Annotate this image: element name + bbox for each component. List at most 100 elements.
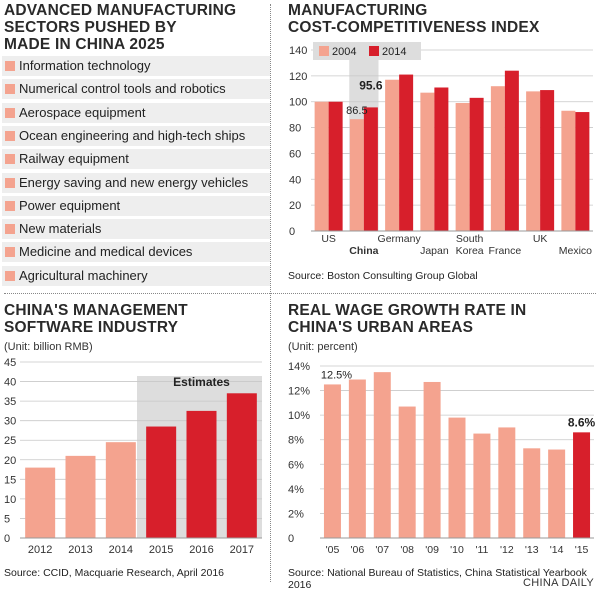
sector-label: New materials [19, 221, 102, 237]
x-tick-label: '06 [351, 544, 365, 556]
wage-title: REAL WAGE GROWTH RATE IN CHINA'S URBAN A… [288, 302, 526, 336]
bar [423, 381, 441, 538]
bar-2014 [469, 97, 484, 231]
sector-item: Energy saving and new energy vehicles [2, 172, 270, 193]
x-tick-label: '08 [400, 544, 414, 556]
bar-2014 [540, 90, 555, 231]
sectors-title-line1: ADVANCED MANUFACTURING [4, 2, 237, 19]
y-tick-label: 35 [4, 396, 16, 408]
x-tick-label: 2013 [68, 544, 92, 556]
bar-2004 [314, 101, 329, 231]
estimates-label: Estimates [173, 375, 230, 389]
x-tick-label: Mexico [559, 245, 592, 257]
y-tick-label: 40 [4, 377, 16, 389]
bar-2014 [328, 101, 343, 231]
wage-title-line2: CHINA'S URBAN AREAS [288, 319, 474, 336]
x-tick-label: '13 [525, 544, 539, 556]
software-source: Source: CCID, Macquarie Research, April … [4, 567, 225, 579]
bullet-square-icon [5, 247, 15, 258]
y-tick-label: 10% [288, 410, 310, 422]
y-tick-label: 100 [289, 97, 307, 109]
x-tick-label: Japan [420, 245, 449, 257]
software-chart: 0 5 10 15 20 25 30 35 40 45 Estimates 2012 2013 2014 2… [4, 357, 262, 556]
data-label: 86.5 [346, 105, 367, 117]
wage-source: Source: National Bureau of Statistics, C… [288, 567, 587, 591]
y-tick-label: 40 [289, 174, 301, 186]
sector-label: Medicine and medical devices [19, 244, 193, 260]
x-tick-label: '07 [375, 544, 389, 556]
bullet-square-icon [5, 200, 15, 211]
bar [498, 427, 516, 538]
cost-index-title-line2: COST-COMPETITIVENESS INDEX [288, 19, 540, 36]
sector-label: Railway equipment [19, 151, 129, 167]
bar-2014 [434, 87, 449, 231]
bar [348, 379, 366, 538]
cost-index-title: MANUFACTURING COST-COMPETITIVENESS INDEX [288, 2, 540, 36]
sector-item: New materials [2, 219, 270, 240]
software-unit: (Unit: billion RMB) [4, 341, 93, 353]
sector-label: Agricultural machinery [19, 267, 148, 283]
sector-item: Agricultural machinery [2, 265, 270, 286]
wage-title-line1: REAL WAGE GROWTH RATE IN [288, 302, 527, 319]
y-tick-label: 2% [288, 508, 304, 520]
data-label: 95.6 [359, 78, 383, 92]
sector-label: Ocean engineering and high-tech ships [19, 127, 246, 143]
cost-index-title-line1: MANUFACTURING [288, 2, 428, 19]
software-title-line2: SOFTWARE INDUSTRY [4, 319, 179, 336]
legend-box [313, 42, 421, 60]
legend-label: 2004 [332, 46, 356, 58]
bar [448, 417, 466, 538]
bullet-square-icon [5, 107, 15, 118]
bar-2004 [385, 79, 400, 231]
bullet-square-icon [5, 61, 15, 71]
bar [105, 442, 136, 538]
bar [226, 393, 257, 538]
y-tick-label: 12% [288, 386, 310, 398]
y-tick-label: 45 [4, 357, 16, 369]
y-tick-label: 6% [288, 459, 304, 471]
sector-item: Numerical control tools and robotics [2, 79, 270, 100]
x-tick-label: 2014 [109, 544, 133, 556]
x-tick-label: '10 [450, 544, 464, 556]
y-tick-label: 10 [4, 494, 16, 506]
footer-credit: CHINA DAILY [523, 577, 594, 589]
bar-2004 [561, 110, 576, 231]
bar [523, 448, 541, 538]
x-tick-label: '14 [550, 544, 564, 556]
cost-index-source: Source: Boston Consulting Group Global [288, 270, 478, 282]
bar [398, 406, 416, 538]
bar [473, 433, 491, 538]
data-label: 8.6% [568, 415, 596, 429]
software-title: CHINA'S MANAGEMENT SOFTWARE INDUSTRY [4, 302, 188, 336]
sector-item: Ocean engineering and high-tech ships [2, 125, 270, 146]
sector-label: Numerical control tools and robotics [19, 81, 226, 97]
bar [186, 410, 217, 538]
x-tick-label: '15 [575, 544, 589, 556]
bar [25, 467, 56, 538]
y-tick-label: 0 [4, 533, 10, 545]
x-tick-label: Germany [378, 233, 422, 245]
y-tick-label: 5 [4, 513, 10, 525]
x-tick-label: South [456, 233, 484, 245]
x-tick-label: US [321, 233, 336, 245]
legend-swatch [319, 46, 329, 56]
legend-label: 2014 [382, 46, 406, 58]
x-tick-label: '12 [500, 544, 514, 556]
x-tick-label: '09 [425, 544, 439, 556]
y-tick-label: 30 [4, 416, 16, 428]
y-tick-label: 8% [288, 435, 304, 447]
sectors-title: ADVANCED MANUFACTURING SECTORS PUSHED BY… [4, 2, 236, 53]
x-tick-label: '11 [475, 544, 488, 556]
sector-item: Information technology [2, 56, 270, 76]
horizontal-divider [4, 293, 596, 294]
legend-swatch [369, 46, 379, 56]
data-label: 12.5% [321, 369, 352, 381]
bar-2014 [504, 70, 519, 231]
y-tick-label: 120 [289, 71, 307, 83]
sectors-title-line2: SECTORS PUSHED BY [4, 19, 177, 36]
wage-unit: (Unit: percent) [288, 341, 358, 353]
x-tick-label: 2017 [230, 544, 254, 556]
bar-2004 [526, 91, 541, 231]
bar-2004 [349, 119, 364, 231]
